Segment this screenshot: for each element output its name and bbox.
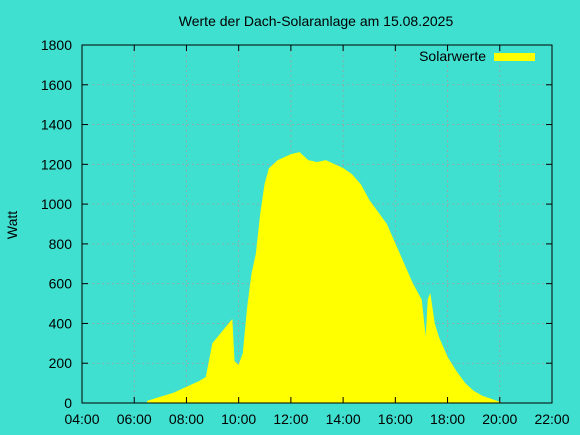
series-area — [147, 152, 503, 404]
legend-swatch — [494, 53, 535, 61]
y-axis-label: Watt — [4, 211, 20, 239]
x-tick-label: 08:00 — [169, 411, 204, 427]
y-tick-label: 800 — [49, 236, 73, 252]
chart-title: Werte der Dach-Solaranlage am 15.08.2025 — [179, 13, 454, 29]
x-tick-label: 04:00 — [64, 411, 99, 427]
axis-ticks: 04:00 06:00 08:00 10:00 12:00 14:00 16:00 18:00… — [41, 37, 570, 427]
x-tick-label: 22:00 — [534, 411, 569, 427]
y-tick-label: 1800 — [41, 37, 72, 53]
legend: Solarwerte — [419, 48, 535, 64]
y-tick-label: 0 — [64, 395, 72, 411]
y-tick-label: 200 — [49, 355, 73, 371]
x-tick-label: 18:00 — [430, 411, 465, 427]
x-tick-label: 12:00 — [273, 411, 308, 427]
legend-label: Solarwerte — [419, 48, 486, 64]
y-tick-label: 400 — [49, 315, 73, 331]
x-tick-label: 06:00 — [117, 411, 152, 427]
solar-area — [147, 152, 503, 404]
y-tick-label: 600 — [49, 276, 73, 292]
x-tick-label: 14:00 — [326, 411, 361, 427]
x-tick-label: 10:00 — [221, 411, 256, 427]
x-tick-label: 20:00 — [482, 411, 517, 427]
y-tick-label: 1000 — [41, 196, 72, 212]
y-tick-label: 1200 — [41, 156, 72, 172]
y-tick-label: 1600 — [41, 77, 72, 93]
y-tick-label: 1400 — [41, 117, 72, 133]
plot-border — [81, 44, 553, 404]
x-tick-label: 16:00 — [378, 411, 413, 427]
